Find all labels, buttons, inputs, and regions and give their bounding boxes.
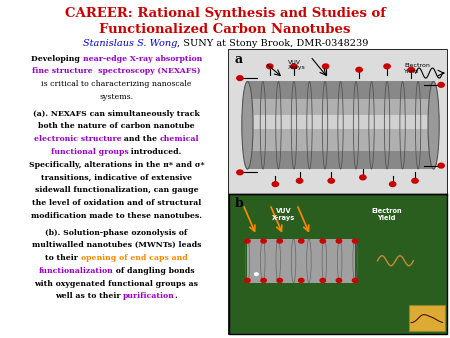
Text: (a). NEXAFS can simultaneously track: (a). NEXAFS can simultaneously track <box>33 110 200 118</box>
Circle shape <box>323 64 329 69</box>
Bar <box>248 115 434 128</box>
Circle shape <box>277 239 283 243</box>
Bar <box>409 305 445 331</box>
Text: VUV
Xrays: VUV Xrays <box>288 59 306 70</box>
Text: Electron
Yield: Electron Yield <box>405 63 430 74</box>
Text: fine structure  spectroscopy (NEXAFS): fine structure spectroscopy (NEXAFS) <box>32 67 201 75</box>
Circle shape <box>438 82 444 87</box>
Circle shape <box>408 67 414 72</box>
Circle shape <box>412 178 418 183</box>
Text: the level of oxidation and of structural: the level of oxidation and of structural <box>32 199 201 207</box>
Text: a: a <box>235 53 243 66</box>
Text: with oxygenated functional groups as: with oxygenated functional groups as <box>35 280 198 288</box>
Circle shape <box>320 279 325 283</box>
Text: and the: and the <box>121 135 160 143</box>
Bar <box>248 81 434 99</box>
Circle shape <box>384 64 390 69</box>
Text: VUV
X-rays: VUV X-rays <box>272 208 295 221</box>
Circle shape <box>255 273 258 275</box>
Text: Stanislaus S. Wong: Stanislaus S. Wong <box>82 40 177 48</box>
Circle shape <box>438 163 444 168</box>
Circle shape <box>320 239 325 243</box>
Circle shape <box>390 182 396 187</box>
Text: opening of end caps and: opening of end caps and <box>81 254 188 262</box>
Bar <box>230 194 447 334</box>
Text: CAREER: Rational Synthesis and Studies of: CAREER: Rational Synthesis and Studies o… <box>64 7 386 20</box>
Circle shape <box>245 279 250 283</box>
Text: b: b <box>235 197 243 210</box>
Circle shape <box>356 67 362 72</box>
Text: modification made to these nanotubes.: modification made to these nanotubes. <box>31 212 202 220</box>
Text: (b). Solution-phase ozonolysis of: (b). Solution-phase ozonolysis of <box>45 228 188 237</box>
Circle shape <box>336 239 342 243</box>
Circle shape <box>360 175 366 180</box>
Circle shape <box>245 239 250 243</box>
Circle shape <box>261 279 266 283</box>
Text: multiwalled nanotubes (MWNTs) leads: multiwalled nanotubes (MWNTs) leads <box>32 241 201 249</box>
Circle shape <box>298 279 304 283</box>
Circle shape <box>237 76 243 80</box>
Circle shape <box>277 279 283 283</box>
Ellipse shape <box>242 81 253 169</box>
Text: .: . <box>175 292 177 300</box>
Text: to their: to their <box>45 254 81 262</box>
Circle shape <box>352 239 358 243</box>
Text: functional groups: functional groups <box>51 148 129 156</box>
Text: Functionalized Carbon Nanotubes: Functionalized Carbon Nanotubes <box>99 23 351 35</box>
Text: well as to their: well as to their <box>55 292 123 300</box>
Circle shape <box>297 178 303 183</box>
Text: chemical: chemical <box>159 135 199 143</box>
Text: transitions, indicative of extensive: transitions, indicative of extensive <box>41 173 192 182</box>
Circle shape <box>261 239 266 243</box>
Circle shape <box>352 279 358 283</box>
Circle shape <box>328 178 334 183</box>
Ellipse shape <box>428 81 439 169</box>
Bar <box>230 49 447 194</box>
Text: Specifically, alterations in the π* and σ*: Specifically, alterations in the π* and … <box>29 161 204 169</box>
Text: purification: purification <box>123 292 175 300</box>
Text: introduced.: introduced. <box>128 148 182 156</box>
Circle shape <box>272 182 279 187</box>
Bar <box>248 239 355 283</box>
Text: Electron
Yield: Electron Yield <box>371 208 402 221</box>
Circle shape <box>336 279 342 283</box>
Circle shape <box>267 64 273 69</box>
Text: both the nature of carbon nanotube: both the nature of carbon nanotube <box>38 122 195 130</box>
Text: , SUNY at Stony Brook, DMR-0348239: , SUNY at Stony Brook, DMR-0348239 <box>177 40 368 48</box>
Text: Developing: Developing <box>31 54 83 63</box>
Bar <box>248 81 434 169</box>
Text: electronic structure: electronic structure <box>34 135 121 143</box>
Circle shape <box>237 170 243 175</box>
Text: is critical to characterizing nanoscale: is critical to characterizing nanoscale <box>41 80 192 88</box>
Bar <box>230 49 447 334</box>
Text: sidewall functionalization, can gauge: sidewall functionalization, can gauge <box>35 186 198 194</box>
Bar <box>248 151 434 169</box>
Text: systems.: systems. <box>99 93 133 101</box>
Circle shape <box>291 64 297 69</box>
Text: near-edge X-ray absorption: near-edge X-ray absorption <box>82 54 202 63</box>
Text: of dangling bonds: of dangling bonds <box>113 267 194 275</box>
Text: functionalization: functionalization <box>38 267 113 275</box>
Circle shape <box>298 239 304 243</box>
